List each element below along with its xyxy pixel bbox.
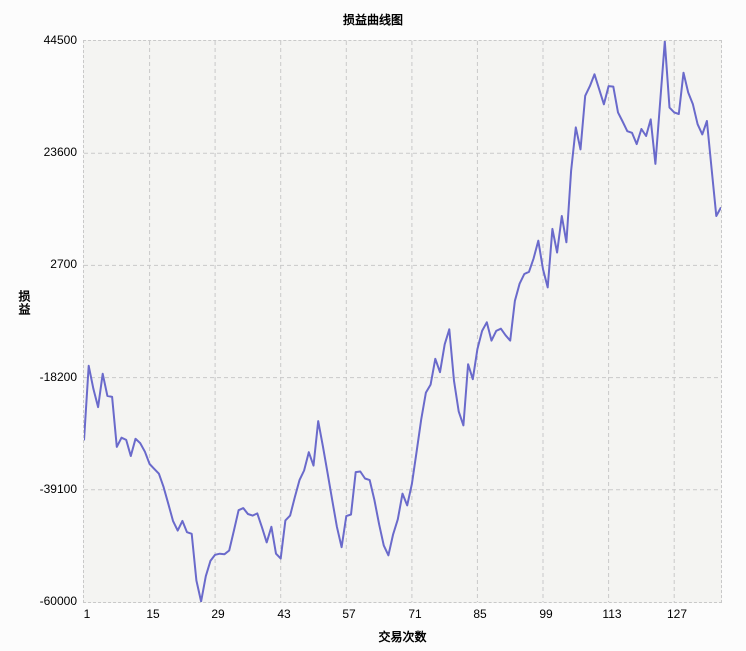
x-tick-label: 71 <box>408 607 422 621</box>
y-tick-label: 2700 <box>50 257 77 271</box>
x-tick-label: 29 <box>211 607 225 621</box>
x-tick-label: 127 <box>666 607 688 621</box>
y-axis-label: 损益 <box>17 290 31 316</box>
y-tick-label: 44500 <box>43 33 77 47</box>
x-tick-label: 99 <box>539 607 553 621</box>
x-tick-label: 85 <box>473 607 487 621</box>
y-tick-label: 23600 <box>43 145 77 159</box>
plot-area <box>83 40 722 603</box>
x-tick-label: 1 <box>83 607 91 621</box>
y-tick-label: -18200 <box>39 370 77 384</box>
x-tick-label: 57 <box>342 607 356 621</box>
x-tick-label: 15 <box>146 607 160 621</box>
chart-title: 损益曲线图 <box>342 13 403 27</box>
x-tick-label: 113 <box>602 607 622 621</box>
y-tick-label: -39100 <box>39 482 77 496</box>
profit-curve-line <box>84 41 721 602</box>
x-axis-label: 交易次数 <box>378 630 427 644</box>
x-tick-label: 43 <box>277 607 291 621</box>
y-tick-label: -60000 <box>39 594 77 608</box>
chart-canvas <box>84 41 721 602</box>
